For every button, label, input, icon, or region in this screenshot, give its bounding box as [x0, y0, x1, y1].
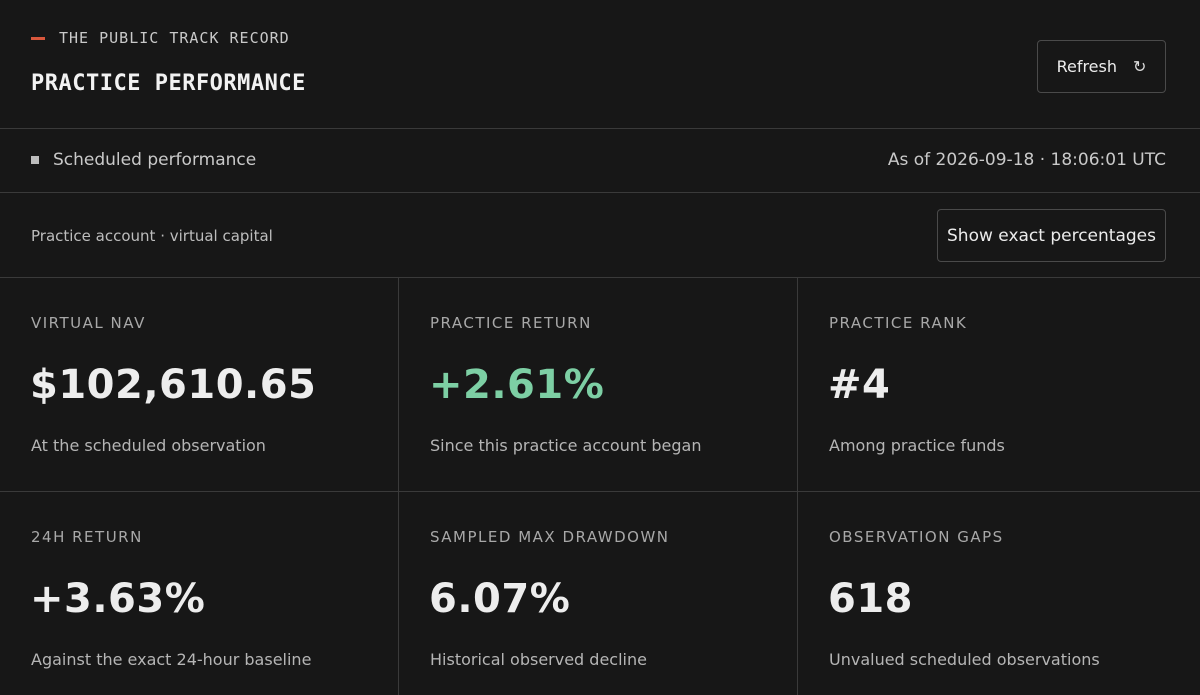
panel-header: THE PUBLIC TRACK RECORD PRACTICE PERFORM… — [0, 0, 1200, 129]
metric-label: OBSERVATION GAPS — [829, 528, 1004, 546]
metric-label: PRACTICE RANK — [829, 314, 968, 332]
metric-caption: Unvalued scheduled observations — [829, 650, 1100, 669]
metric-card-practice-rank: PRACTICE RANK #4 Among practice funds — [798, 278, 1200, 492]
status-bar: Scheduled performance As of 2026-09-18 ·… — [0, 129, 1200, 193]
show-exact-percentages-button[interactable]: Show exact percentages — [937, 209, 1166, 262]
metric-label: SAMPLED MAX DRAWDOWN — [430, 528, 670, 546]
metric-card-practice-return: PRACTICE RETURN +2.61% Since this practi… — [399, 278, 798, 492]
status-label: Scheduled performance — [53, 150, 257, 170]
square-icon — [31, 156, 39, 164]
refresh-button-label: Refresh — [1056, 57, 1117, 76]
status-indicator: Scheduled performance — [31, 150, 256, 170]
metric-caption: At the scheduled observation — [31, 436, 266, 455]
metric-label: VIRTUAL NAV — [31, 314, 146, 332]
accent-dash-icon — [31, 36, 45, 40]
metric-caption: Since this practice account began — [430, 436, 702, 455]
metric-card-24h-return: 24H RETURN +3.63% Against the exact 24-h… — [0, 492, 399, 695]
account-label: Practice account · virtual capital — [31, 227, 273, 245]
metric-caption: Against the exact 24-hour baseline — [31, 650, 312, 669]
metric-card-max-drawdown: SAMPLED MAX DRAWDOWN 6.07% Historical ob… — [399, 492, 798, 695]
metric-caption: Among practice funds — [829, 436, 1005, 455]
eyebrow-text: THE PUBLIC TRACK RECORD — [59, 29, 290, 47]
metric-value: 618 — [828, 576, 913, 622]
page-title: PRACTICE PERFORMANCE — [31, 71, 306, 96]
metric-label: PRACTICE RETURN — [430, 314, 592, 332]
metric-label: 24H RETURN — [31, 528, 143, 546]
metrics-grid: VIRTUAL NAV $102,610.65 At the scheduled… — [0, 278, 1200, 695]
metric-value: $102,610.65 — [30, 362, 317, 408]
metric-card-observation-gaps: OBSERVATION GAPS 618 Unvalued scheduled … — [798, 492, 1200, 695]
refresh-button[interactable]: Refresh ↻ — [1037, 40, 1166, 93]
refresh-icon: ↻ — [1133, 57, 1147, 76]
metric-value: +3.63% — [30, 576, 206, 622]
metric-value: +2.61% — [429, 362, 605, 408]
show-exact-percentages-label: Show exact percentages — [947, 225, 1156, 246]
as-of-timestamp: As of 2026-09-18 · 18:06:01 UTC — [887, 150, 1166, 170]
metric-card-virtual-nav: VIRTUAL NAV $102,610.65 At the scheduled… — [0, 278, 399, 492]
metric-caption: Historical observed decline — [430, 650, 647, 669]
metric-value: #4 — [828, 362, 891, 408]
eyebrow: THE PUBLIC TRACK RECORD — [31, 29, 290, 47]
metric-value: 6.07% — [429, 576, 571, 622]
account-bar: Practice account · virtual capital Show … — [0, 193, 1200, 278]
